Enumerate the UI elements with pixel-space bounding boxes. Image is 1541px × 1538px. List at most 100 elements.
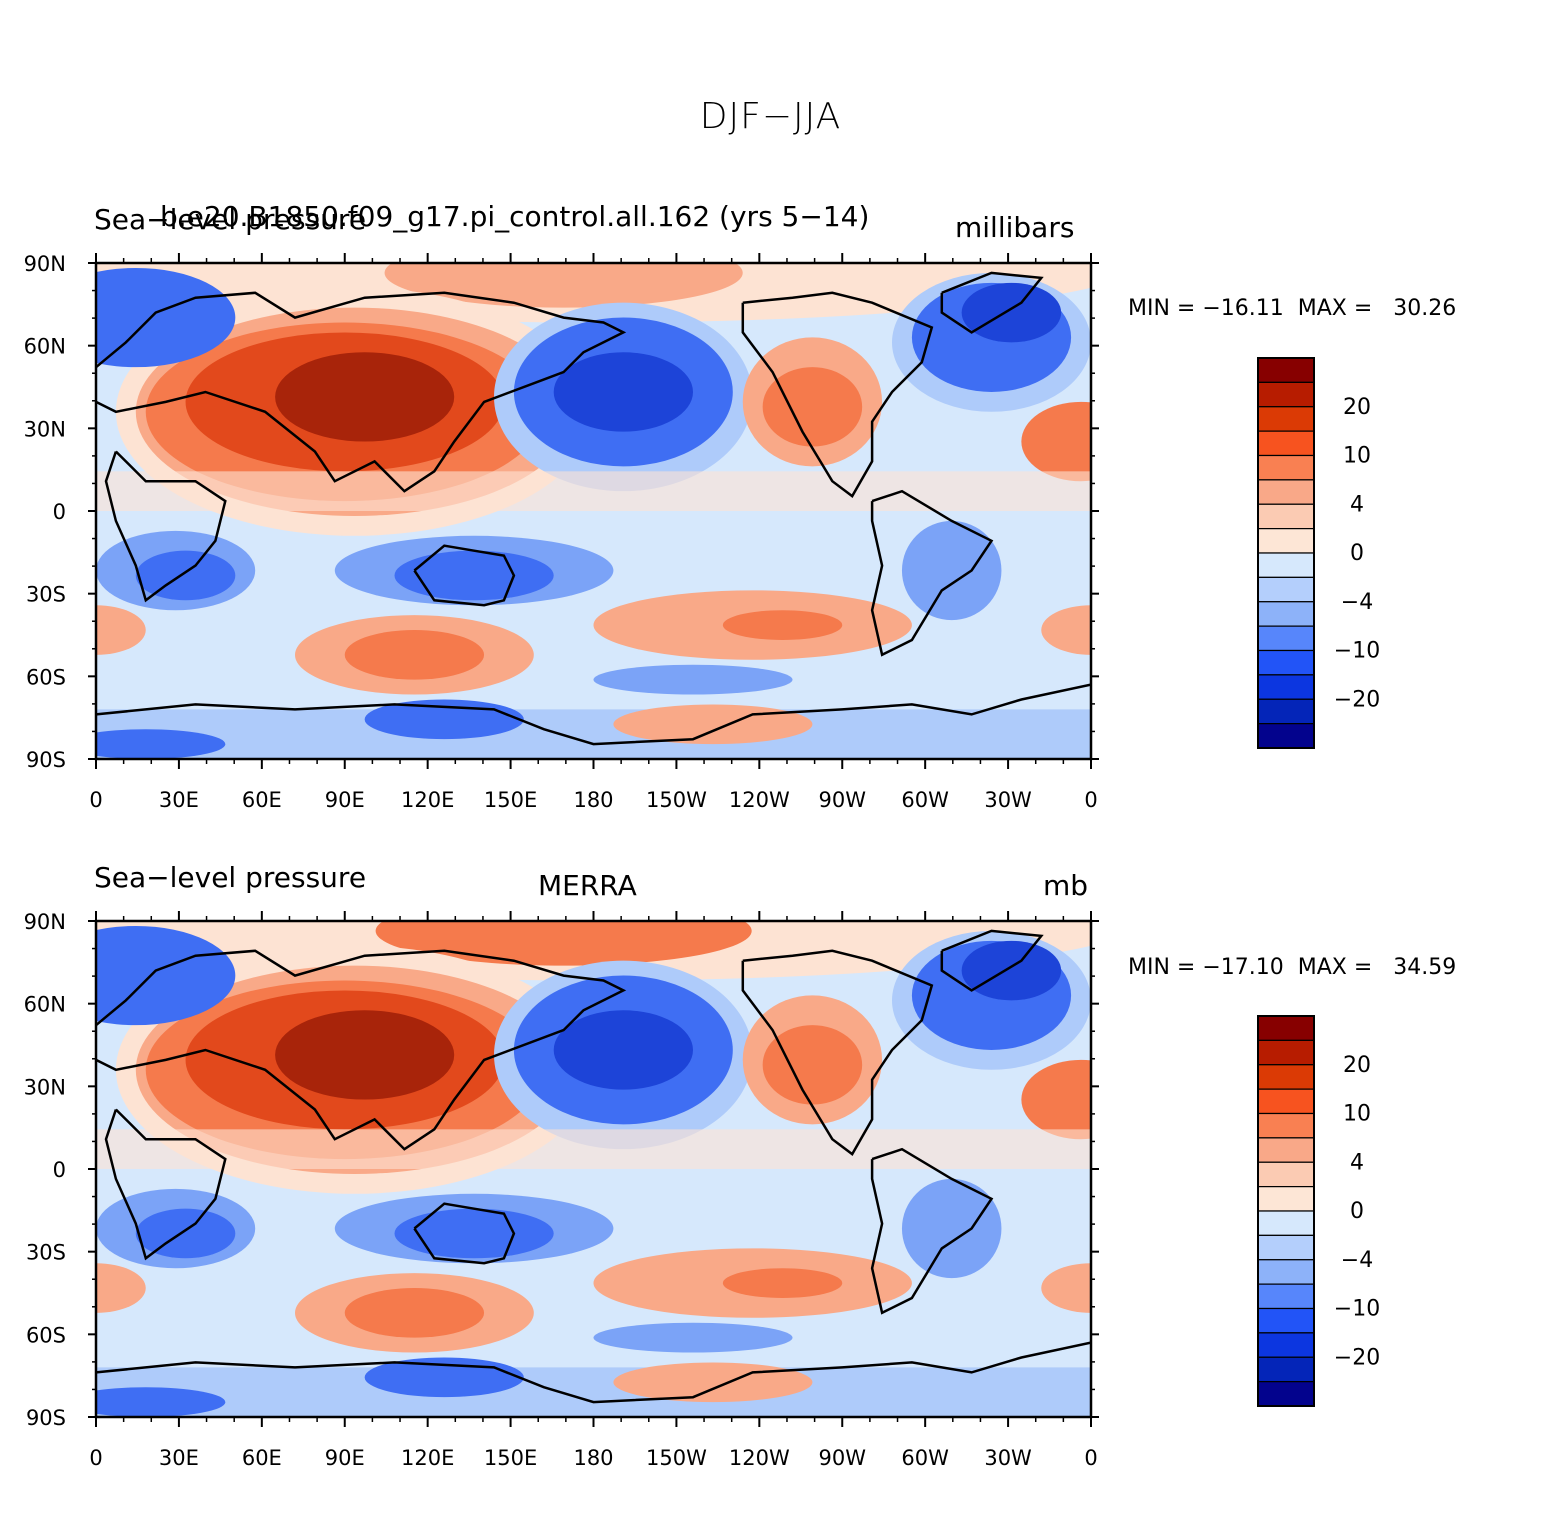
colorbar-swatch bbox=[1257, 1137, 1315, 1163]
lon-tick-label: 60W bbox=[901, 788, 949, 812]
colorbar-label: 10 bbox=[1343, 444, 1371, 469]
panel-left-label: Sea−level pressure bbox=[94, 203, 367, 236]
lon-tick-label: 0 bbox=[1084, 788, 1097, 812]
colorbar-swatch bbox=[1257, 552, 1315, 578]
lat-tick-label: 60N bbox=[24, 335, 66, 359]
lon-tick-label: 120W bbox=[729, 1446, 790, 1470]
colorbar-swatch bbox=[1257, 1259, 1315, 1285]
lat-tick-label: 30S bbox=[26, 583, 66, 607]
lon-tick-label: 120W bbox=[729, 788, 790, 812]
lat-tick-label: 90N bbox=[24, 252, 66, 276]
colorbar-swatch bbox=[1257, 1161, 1315, 1188]
colorbar-swatch bbox=[1257, 479, 1315, 505]
colorbar-swatch bbox=[1257, 528, 1315, 554]
lon-tick-label: 0 bbox=[1084, 1446, 1097, 1470]
lat-tick-label: 60S bbox=[26, 665, 66, 689]
lon-tick-label: 180 bbox=[573, 788, 613, 812]
colorbar-swatch bbox=[1257, 1307, 1315, 1334]
lon-tick-label: 0 bbox=[89, 788, 102, 812]
lon-tick-label: 60E bbox=[242, 1446, 282, 1470]
panel-center-label: MERRA bbox=[538, 869, 637, 902]
colorbar-label: −4 bbox=[1341, 1248, 1373, 1273]
colorbar-label: −4 bbox=[1341, 590, 1373, 615]
lon-tick-label: 90E bbox=[325, 788, 365, 812]
colorbar-label: −10 bbox=[1334, 1297, 1380, 1322]
lon-tick-label: 90E bbox=[325, 1446, 365, 1470]
minmax-text: MIN = −17.10 MAX = 34.59 bbox=[1128, 955, 1457, 980]
lon-tick-label: 150E bbox=[484, 1446, 537, 1470]
colorbar-label: 0 bbox=[1350, 541, 1364, 566]
colorbar-swatch bbox=[1257, 1186, 1315, 1212]
colorbar-swatch bbox=[1257, 1381, 1315, 1407]
colorbar-swatch bbox=[1257, 1088, 1315, 1115]
lat-tick-label: 60N bbox=[24, 993, 66, 1017]
panel-center-label: b.e20.B1850.f09_g17.pi_control.all.162 (… bbox=[160, 200, 870, 233]
lon-tick-label: 30W bbox=[984, 1446, 1032, 1470]
colorbar-swatch bbox=[1257, 503, 1315, 530]
lat-tick-label: 90S bbox=[26, 1406, 66, 1430]
coastlines bbox=[96, 271, 1091, 746]
lat-tick-label: 0 bbox=[53, 1158, 66, 1182]
colorbar-swatch bbox=[1257, 649, 1315, 676]
lat-tick-label: 30N bbox=[24, 1075, 66, 1099]
colorbar-label: 0 bbox=[1350, 1199, 1364, 1224]
colorbar-label: 20 bbox=[1343, 395, 1371, 420]
lon-tick-label: 120E bbox=[401, 788, 454, 812]
map-panel: 90N 60N 30N 0 30S 60S 90S 0 30E 60E 90E 120E 150E 180… bbox=[24, 252, 1381, 812]
colorbar-swatch bbox=[1257, 1356, 1315, 1383]
colorbar-swatch bbox=[1257, 1234, 1315, 1261]
page-title: DJF−JJA bbox=[699, 96, 842, 137]
colorbar-swatch bbox=[1257, 1039, 1315, 1066]
colorbar-swatch bbox=[1257, 698, 1315, 725]
pressure-field bbox=[96, 263, 1091, 759]
lon-tick-label: 150E bbox=[484, 788, 537, 812]
colorbar-swatch bbox=[1257, 381, 1315, 408]
colorbar-label: −20 bbox=[1334, 687, 1380, 712]
panel-units-label: millibars bbox=[955, 211, 1075, 244]
colorbar: 20 10 4 0 −4 −10 −20 bbox=[1257, 357, 1380, 749]
lon-tick-label: 150W bbox=[646, 1446, 707, 1470]
colorbar-label: 10 bbox=[1343, 1102, 1371, 1127]
lon-tick-label: 60W bbox=[901, 1446, 949, 1470]
colorbar-label: −20 bbox=[1334, 1345, 1380, 1370]
colorbar-swatch bbox=[1257, 1332, 1315, 1358]
colorbar-swatch bbox=[1257, 625, 1315, 652]
panel-left-label: Sea−level pressure bbox=[94, 861, 367, 894]
lat-tick-label: 0 bbox=[53, 500, 66, 524]
lat-tick-label: 30N bbox=[24, 417, 66, 441]
colorbar-swatch bbox=[1257, 1210, 1315, 1236]
colorbar-swatch bbox=[1257, 430, 1315, 457]
colorbar-swatch bbox=[1257, 1064, 1315, 1090]
lat-tick-label: 60S bbox=[26, 1323, 66, 1347]
panel-units-label: mb bbox=[1043, 869, 1089, 902]
map-panel: 90N 60N 30N 0 30S 60S 90S 0 30E 60E 90E 120E 150E 180… bbox=[24, 910, 1381, 1470]
colorbar-swatch bbox=[1257, 601, 1315, 627]
pressure-field bbox=[96, 921, 1091, 1417]
lon-tick-label: 180 bbox=[573, 1446, 613, 1470]
colorbar-label: −10 bbox=[1334, 639, 1380, 664]
lon-tick-label: 30W bbox=[984, 788, 1032, 812]
lon-tick-label: 60E bbox=[242, 788, 282, 812]
colorbar-label: 20 bbox=[1343, 1053, 1371, 1078]
colorbar-swatch bbox=[1257, 357, 1315, 383]
colorbar-swatch bbox=[1257, 1283, 1315, 1310]
minmax-text: MIN = −16.11 MAX = 30.26 bbox=[1128, 296, 1457, 321]
colorbar-swatch bbox=[1257, 723, 1315, 749]
coastlines bbox=[96, 929, 1091, 1404]
colorbar-swatch bbox=[1257, 1015, 1315, 1041]
colorbar-swatch bbox=[1257, 1112, 1315, 1139]
lon-tick-label: 150W bbox=[646, 788, 707, 812]
lon-tick-label: 30E bbox=[159, 1446, 199, 1470]
colorbar-swatch bbox=[1257, 674, 1315, 700]
colorbar-label: 4 bbox=[1350, 492, 1364, 517]
colorbar-swatch bbox=[1257, 406, 1315, 432]
lon-tick-label: 90W bbox=[819, 788, 867, 812]
colorbar: 20 10 4 0 −4 −10 −20 bbox=[1257, 1015, 1380, 1407]
colorbar-label: 4 bbox=[1350, 1150, 1364, 1175]
lat-tick-label: 30S bbox=[26, 1241, 66, 1265]
lon-tick-label: 120E bbox=[401, 1446, 454, 1470]
lat-tick-label: 90S bbox=[26, 748, 66, 772]
lon-tick-label: 30E bbox=[159, 788, 199, 812]
colorbar-swatch bbox=[1257, 576, 1315, 603]
